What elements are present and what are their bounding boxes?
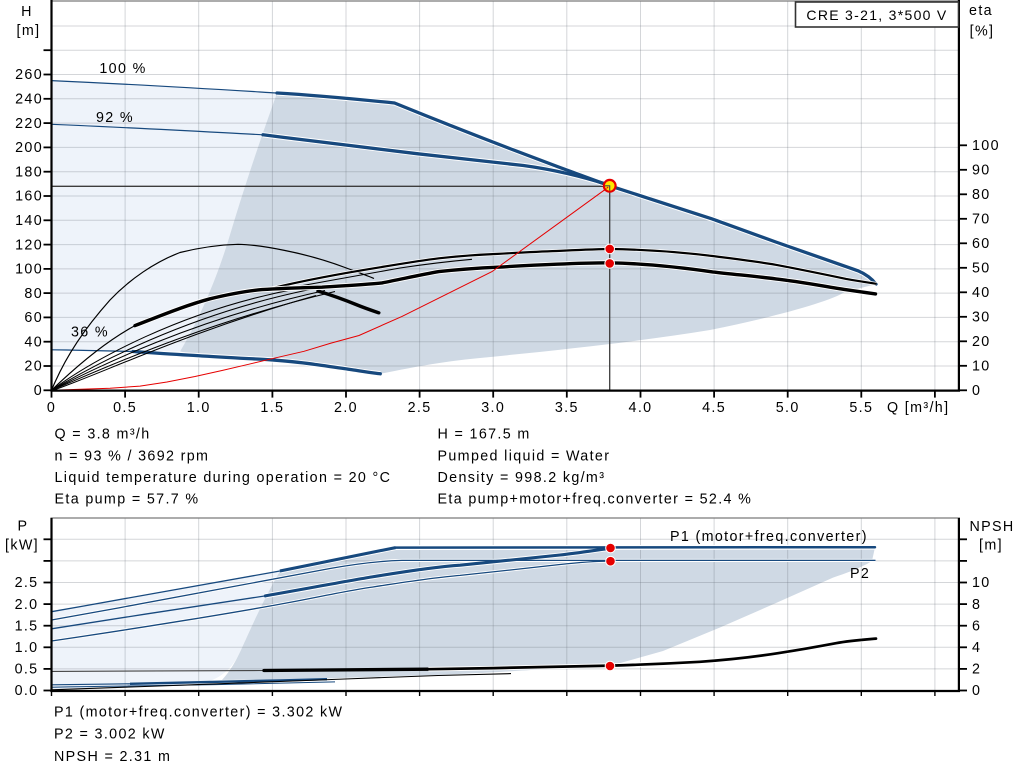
svg-text:40: 40 [972, 285, 991, 301]
svg-text:5.5: 5.5 [849, 400, 873, 416]
svg-text:6: 6 [972, 618, 981, 634]
svg-text:180: 180 [15, 164, 43, 180]
svg-text:5.0: 5.0 [776, 400, 800, 416]
svg-text:200: 200 [15, 140, 43, 156]
svg-text:60: 60 [24, 310, 43, 326]
svg-text:140: 140 [15, 213, 43, 229]
svg-text:160: 160 [15, 189, 43, 205]
svg-text:Density = 998.2 kg/m³: Density = 998.2 kg/m³ [438, 470, 606, 486]
svg-text:H = 167.5 m: H = 167.5 m [438, 427, 531, 443]
svg-text:Q = 3.8 m³/h: Q = 3.8 m³/h [55, 427, 151, 443]
svg-text:[m]: [m] [979, 538, 1003, 554]
svg-text:Pumped liquid = Water: Pumped liquid = Water [438, 448, 611, 464]
svg-text:P1 (motor+freq.converter): P1 (motor+freq.converter) [670, 529, 868, 545]
svg-text:40: 40 [24, 334, 43, 350]
svg-text:90: 90 [972, 163, 991, 179]
svg-text:1.0: 1.0 [187, 400, 211, 416]
svg-text:70: 70 [972, 212, 991, 228]
svg-text:eta: eta [969, 3, 993, 19]
svg-text:8: 8 [972, 597, 981, 613]
svg-text:20: 20 [24, 359, 43, 375]
svg-text:60: 60 [972, 236, 991, 252]
svg-text:P1 (motor+freq.converter) = 3.: P1 (motor+freq.converter) = 3.302 kW [54, 704, 343, 720]
svg-text:P: P [18, 519, 29, 535]
svg-text:0.5: 0.5 [113, 400, 137, 416]
svg-text:NPSH: NPSH [969, 519, 1014, 535]
svg-text:4.5: 4.5 [702, 400, 726, 416]
svg-text:10: 10 [972, 359, 991, 375]
svg-text:[m]: [m] [17, 23, 41, 39]
svg-text:4: 4 [972, 640, 981, 656]
svg-text:220: 220 [15, 116, 43, 132]
svg-text:80: 80 [24, 286, 43, 302]
svg-text:[%]: [%] [970, 24, 995, 40]
svg-text:n = 93 % / 3692 rpm: n = 93 % / 3692 rpm [55, 448, 210, 464]
svg-text:120: 120 [15, 237, 43, 253]
svg-text:2.5: 2.5 [15, 575, 39, 591]
svg-text:50: 50 [972, 261, 991, 277]
svg-text:0: 0 [972, 683, 981, 699]
svg-text:Eta pump = 57.7 %: Eta pump = 57.7 % [55, 492, 200, 508]
svg-text:0.0: 0.0 [15, 683, 39, 699]
svg-text:4.0: 4.0 [629, 400, 653, 416]
svg-text:Q [m³/h]: Q [m³/h] [887, 400, 949, 416]
svg-text:36 %: 36 % [71, 324, 109, 340]
svg-text:92 %: 92 % [96, 110, 134, 126]
svg-text:Liquid temperature during oper: Liquid temperature during operation = 20… [55, 470, 392, 486]
svg-text:1.5: 1.5 [260, 400, 284, 416]
svg-text:20: 20 [972, 334, 991, 350]
svg-text:NPSH = 2.31 m: NPSH = 2.31 m [54, 749, 171, 765]
svg-text:CRE 3-21, 3*500 V: CRE 3-21, 3*500 V [806, 7, 947, 23]
svg-text:2: 2 [972, 662, 981, 678]
svg-text:100: 100 [972, 138, 1000, 154]
svg-text:[kW]: [kW] [5, 538, 39, 554]
svg-text:Eta pump+motor+freq.converter: Eta pump+motor+freq.converter = 52.4 % [438, 492, 753, 508]
svg-text:80: 80 [972, 187, 991, 203]
svg-text:P2 = 3.002 kW: P2 = 3.002 kW [54, 727, 166, 743]
svg-text:2.0: 2.0 [334, 400, 358, 416]
svg-text:0: 0 [47, 400, 56, 416]
svg-text:3.5: 3.5 [555, 400, 579, 416]
svg-text:240: 240 [15, 92, 43, 108]
svg-text:1.5: 1.5 [15, 618, 39, 634]
svg-text:1.0: 1.0 [15, 640, 39, 656]
svg-text:260: 260 [15, 67, 43, 83]
svg-text:2.0: 2.0 [15, 597, 39, 613]
svg-text:10: 10 [972, 575, 991, 591]
svg-text:H: H [21, 4, 33, 20]
svg-text:30: 30 [972, 310, 991, 326]
svg-text:100: 100 [15, 262, 43, 278]
svg-text:2.5: 2.5 [408, 400, 432, 416]
svg-text:0: 0 [34, 383, 43, 399]
svg-text:0: 0 [972, 383, 981, 399]
svg-text:3.0: 3.0 [481, 400, 505, 416]
svg-text:P2: P2 [850, 566, 870, 582]
svg-text:0.5: 0.5 [15, 662, 39, 678]
svg-text:100 %: 100 % [99, 61, 146, 77]
